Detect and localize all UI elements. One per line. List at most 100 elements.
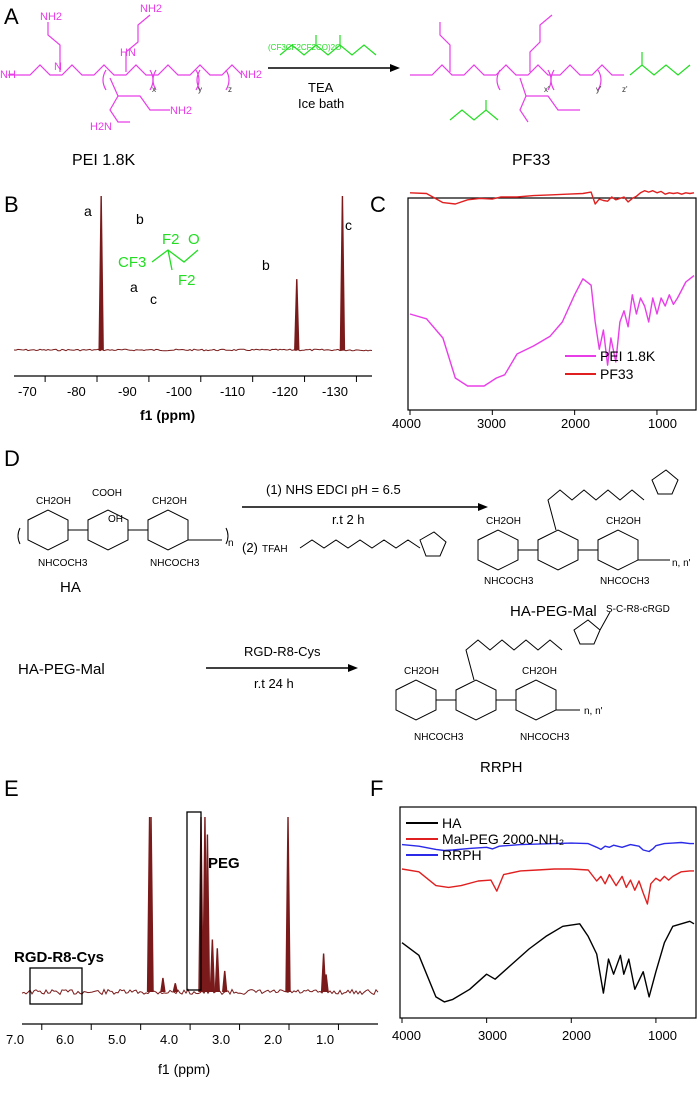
panel-e-xticks: 7.0 6.0 5.0 4.0 3.0 2.0 1.0 — [6, 1032, 334, 1047]
panel-f-spectra — [401, 841, 695, 1023]
reaction-arrowhead-a — [390, 64, 400, 72]
ha-structure — [17, 509, 229, 551]
panel-b-spectrum — [13, 195, 373, 382]
legend-label-ha: HA — [442, 815, 462, 831]
legend-label-malpeg: Mal-PEG 2000-NH₂ — [442, 831, 564, 847]
step2-structure — [299, 531, 447, 557]
f-plot-series-0 — [401, 920, 695, 1003]
subscript-z: z — [228, 85, 232, 94]
hapegmal-groups: CH2OH CH2OH NHCOCH3 NHCOCH3 n, n' — [484, 516, 691, 587]
panel-c-xticks: 4000 3000 2000 1000 — [392, 416, 677, 431]
reagent2-text: RGD-R8-Cys — [244, 644, 321, 659]
f-tick-3: 1000 — [648, 1028, 677, 1043]
struct-label-c: c — [150, 291, 157, 307]
panel-c: C 4000 3000 2000 1000 PEI 1.8K PF33 — [370, 189, 697, 431]
ha-ch2oh-1: CH2OH — [36, 496, 71, 507]
e-plot-peak-12 — [323, 974, 329, 993]
panel-b: B a b c b F2 O CF3 F2 a c f1 (ppm) -70 -… — [4, 192, 373, 423]
peak-label-b: b — [262, 257, 270, 273]
e-plot-peak-8 — [214, 948, 221, 993]
panel-b-label: B — [4, 192, 19, 217]
struct-label-f2-top: F2 — [162, 231, 180, 248]
f-tick-1: 3000 — [478, 1028, 507, 1043]
panel-f-label: F — [370, 776, 383, 801]
rrph-ch2oh-1: CH2OH — [404, 666, 439, 677]
c-tick-3: 1000 — [648, 416, 677, 431]
ha-oh: OH — [108, 514, 123, 525]
panel-c-legend: PEI 1.8K PF33 — [565, 348, 656, 382]
c-tick-2: 2000 — [561, 416, 590, 431]
reaction-arrowhead-d2 — [348, 664, 358, 672]
rrph-ch2oh-2: CH2OH — [522, 666, 557, 677]
rrph-label: RRPH — [480, 759, 523, 776]
nh2-label-4: H2N — [90, 121, 112, 133]
b-tick-3: -100 — [166, 384, 192, 399]
e-plot-peak-6 — [204, 834, 211, 993]
subscript-x-prime: x' — [544, 85, 550, 94]
b-plot-peak-1 — [294, 279, 300, 351]
hapegmal-nhcoch3-2: NHCOCH3 — [600, 576, 650, 587]
hn-label-1: HN — [120, 47, 136, 59]
e-plot-peak-10 — [285, 816, 291, 993]
n-label-1: N — [54, 61, 62, 73]
reagent2-conditions: r.t 24 h — [254, 676, 294, 691]
e-tick-0: 7.0 — [6, 1032, 24, 1047]
peak-label-a: a — [84, 203, 92, 219]
b-plot-peak-0 — [98, 195, 104, 351]
struct-label-o: O — [188, 231, 200, 248]
e-plot-baseline — [21, 988, 379, 996]
e-tick-4: 3.0 — [212, 1032, 230, 1047]
f-plot-series-1 — [401, 868, 694, 905]
panel-b-structure: b F2 O CF3 F2 a c — [118, 211, 200, 307]
b-tick-4: -110 — [220, 384, 245, 399]
ha-subscript-n: n — [228, 538, 234, 549]
e-plot-peak-2 — [160, 977, 166, 993]
step2-text: (2) — [242, 540, 258, 555]
c-plot-series-0 — [409, 275, 695, 387]
rrph-nhcoch3-1: NHCOCH3 — [414, 732, 464, 743]
panel-f-xticks: 4000 3000 2000 1000 — [392, 1028, 677, 1043]
subscript-y: y — [198, 85, 202, 94]
e-plot-peak-3 — [172, 983, 178, 993]
pei-structure — [8, 14, 243, 123]
reactant2-label: HA-PEG-Mal — [18, 661, 105, 678]
reaction-arrowhead-d1 — [478, 503, 488, 511]
rgd-annotation: RGD-R8-Cys — [14, 949, 104, 966]
rrph-subscript: n, n' — [584, 706, 603, 717]
rrph-groups: CH2OH CH2OH NHCOCH3 NHCOCH3 n, n' S-C-R8… — [404, 604, 670, 743]
ha-label: HA — [60, 579, 81, 596]
rrph-nhcoch3-2: NHCOCH3 — [520, 732, 570, 743]
e-tick-5: 2.0 — [264, 1032, 282, 1047]
ha-nhcoch3-3: NHCOCH3 — [150, 558, 200, 569]
step2-reagent: TFAH — [262, 544, 288, 555]
panel-c-frame — [407, 197, 697, 411]
legend-label-pf33: PF33 — [600, 366, 634, 382]
rrph-structure — [395, 611, 611, 721]
c-tick-0: 4000 — [392, 416, 421, 431]
legend-label-pei: PEI 1.8K — [600, 348, 656, 364]
b-tick-5: -120 — [272, 384, 298, 399]
legend-label-rrph: RRPH — [442, 847, 482, 863]
e-plot-peak-7 — [209, 939, 216, 993]
hapegmal-label: HA-PEG-Mal — [510, 603, 597, 620]
hapegmal-structure — [477, 469, 679, 571]
panel-e-label: E — [4, 776, 19, 801]
rrph-peptide-tag: S-C-R8-cRGD — [606, 604, 670, 615]
b-plot-baseline — [13, 348, 373, 352]
panel-b-peak-labels: a b c — [84, 203, 352, 273]
ha-groups: CH2OH COOH CH2OH OH NHCOCH3 NHCOCH3 n — [36, 488, 234, 569]
product-label-pf33: PF33 — [512, 152, 550, 169]
b-plot-peak-2 — [339, 195, 346, 351]
peg-annotation: PEG — [208, 855, 240, 872]
panel-c-label: C — [370, 192, 386, 217]
panel-e: E PEG RGD-R8-Cys 7.0 6.0 5.0 4.0 3.0 2.0… — [4, 776, 379, 1077]
b-tick-2: -90 — [118, 384, 137, 399]
step1-conditions: r.t 2 h — [332, 512, 365, 527]
panel-b-xticks: -70 -80 -90 -100 -110 -120 -130 — [18, 384, 348, 399]
nh2-label-1: NH — [0, 69, 16, 81]
f-tick-0: 4000 — [392, 1028, 421, 1043]
panel-f: F HA Mal-PEG 2000-NH₂ RRPH 4000 3000 200… — [370, 776, 697, 1043]
peg-region-box — [186, 811, 202, 991]
panel-b-xlabel: f1 (ppm) — [140, 407, 195, 423]
nh2-label-3: NH2 — [140, 3, 162, 15]
